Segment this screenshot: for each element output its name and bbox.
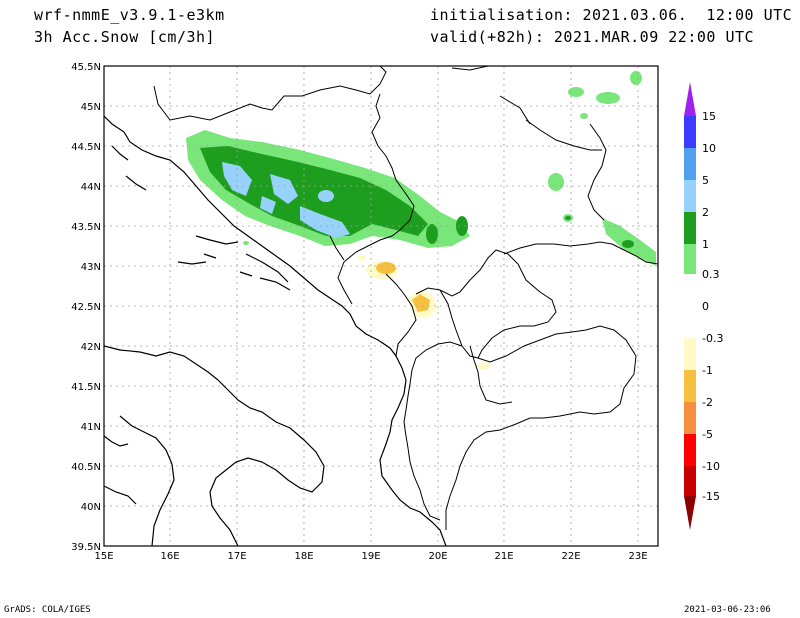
- model-title: wrf-nmmE_v3.9.1-e3km: [34, 6, 225, 24]
- lon-label: 16E: [160, 551, 179, 562]
- borders: [153, 66, 658, 530]
- colorbar-band: [684, 148, 696, 180]
- footer-credit: GrADS: COLA/IGES: [4, 605, 91, 615]
- lat-label: 40.5N: [71, 462, 101, 473]
- colorbar-band: [684, 244, 696, 274]
- lat-label: 45.5N: [71, 62, 101, 73]
- colorbar-band: [684, 434, 696, 466]
- colorbar-label: -2: [702, 396, 713, 409]
- lat-label: 41.5N: [71, 382, 101, 393]
- colorbar-label: 5: [702, 174, 709, 187]
- colorbar-label: -15: [702, 490, 720, 503]
- lat-label: 42.5N: [71, 302, 101, 313]
- colorbar-label: -5: [702, 428, 713, 441]
- colorbar-band: [684, 338, 696, 370]
- lon-label: 22E: [561, 551, 580, 562]
- valid-time: valid(+82h): 2021.MAR.09 22:00 UTC: [430, 28, 755, 46]
- colorbar-band: [684, 306, 696, 338]
- lon-axis: 15E 16E 17E 18E 19E 20E 21E 22E 23E: [94, 551, 647, 562]
- map-frame: [103, 65, 659, 547]
- colorbar-labels: 15 10 5 2 1 0.3 0 -0.3 -1 -2 -5 -10 -15: [702, 110, 723, 503]
- lon-label: 15E: [94, 551, 113, 562]
- melt-field: [358, 255, 490, 370]
- lon-label: 19E: [361, 551, 380, 562]
- colorbar-band: [684, 116, 696, 148]
- colorbar-bottom-arrow: [684, 496, 696, 530]
- lon-label: 17E: [227, 551, 246, 562]
- colorbar-label: -1: [702, 364, 713, 377]
- lat-label: 44.5N: [71, 142, 101, 153]
- field-title: 3h Acc.Snow [cm/3h]: [34, 28, 216, 46]
- init-time: initialisation: 2021.03.06. 12:00 UTC: [430, 6, 793, 24]
- colorbar-band: [684, 274, 696, 306]
- snow-field-medium: [200, 146, 634, 248]
- lon-label: 23E: [628, 551, 647, 562]
- colorbar-band: [684, 370, 696, 402]
- colorbar-label: 1: [702, 238, 709, 251]
- coastlines: [104, 115, 447, 546]
- map-area: [104, 66, 658, 546]
- colorbar-band: [684, 180, 696, 212]
- lon-label: 18E: [294, 551, 313, 562]
- lat-label: 39.5N: [71, 542, 101, 553]
- snow-field-heavy: [222, 162, 350, 238]
- colorbar-band: [684, 402, 696, 434]
- lat-label: 45N: [81, 102, 101, 113]
- lon-label: 20E: [428, 551, 447, 562]
- colorbar-label: -0.3: [702, 332, 723, 345]
- footer-timestamp: 2021-03-06-23:06: [684, 605, 771, 615]
- colorbar-label: 0: [702, 300, 709, 313]
- lat-label: 40N: [81, 502, 101, 513]
- lat-label: 41N: [81, 422, 101, 433]
- lat-label: 43.5N: [71, 222, 101, 233]
- colorbar-band: [684, 466, 696, 496]
- lat-label: 44N: [81, 182, 101, 193]
- lon-label: 21E: [494, 551, 513, 562]
- colorbar-label: -10: [702, 460, 720, 473]
- colorbar-label: 15: [702, 110, 716, 123]
- colorbar-label: 2: [702, 206, 709, 219]
- lat-axis: 45.5N 45N 44.5N 44N 43.5N 43N 42.5N 42N …: [71, 62, 101, 553]
- lat-label: 42N: [81, 342, 101, 353]
- colorbar: 15 10 5 2 1 0.3 0 -0.3 -1 -2 -5 -10 -15: [684, 82, 723, 530]
- lat-label: 43N: [81, 262, 101, 273]
- colorbar-label: 0.3: [702, 268, 720, 281]
- colorbar-label: 10: [702, 142, 716, 155]
- colorbar-top-arrow: [684, 82, 696, 116]
- colorbar-band: [684, 212, 696, 244]
